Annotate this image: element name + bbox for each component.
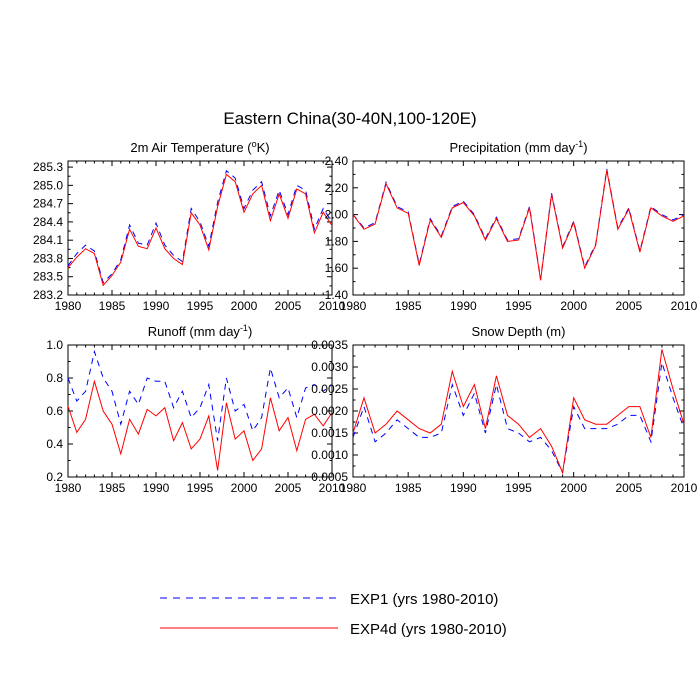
y-tick-label: 0.0020 <box>311 404 348 418</box>
y-tick-label: 283.5 <box>33 270 63 284</box>
x-tick-label: 2005 <box>615 299 642 313</box>
plot-frame <box>352 344 685 478</box>
legend-label-1: EXP1 (yrs 1980-2010) <box>350 591 498 608</box>
x-tick-label: 1980 <box>55 299 82 313</box>
x-tick-label: 1995 <box>187 481 214 495</box>
x-tick-label: 2005 <box>275 299 302 313</box>
y-tick-label: 0.4 <box>46 437 63 451</box>
x-tick-label: 2000 <box>560 299 587 313</box>
x-tick-label: 1990 <box>450 299 477 313</box>
chart-panel-3: Runoff (mm day-1) 1980 1985 1990 1995 2000 200… <box>46 323 345 495</box>
exp1-series-line <box>67 349 333 441</box>
y-tick-label: 0.8 <box>46 371 63 385</box>
x-tick-label: 1980 <box>340 299 367 313</box>
y-tick-label: 285.3 <box>33 160 63 174</box>
x-tick-label: 2005 <box>615 481 642 495</box>
x-tick-label: 1990 <box>450 481 477 495</box>
panel-title: 2m Air Temperature (oK) <box>130 139 269 155</box>
x-tick-label: 1980 <box>340 481 367 495</box>
x-tick-label: 2010 <box>671 481 698 495</box>
y-tick-label: 1.0 <box>46 338 63 352</box>
plot-frame <box>67 344 333 478</box>
panel-title: Snow Depth (m) <box>472 324 566 339</box>
chart-panel-2: Precipitation (mm day-1) 1980 1985 1990 1995… <box>325 139 698 313</box>
x-tick-label: 1995 <box>505 481 532 495</box>
panel-title: Precipitation (mm day-1) <box>449 139 587 155</box>
y-tick-label: 285.0 <box>33 178 63 192</box>
y-tick-label: 1.60 <box>325 261 349 275</box>
y-tick-label: 2.40 <box>325 154 349 168</box>
y-tick-label: 283.2 <box>33 288 63 302</box>
y-tick-label: 284.1 <box>33 233 63 247</box>
y-tick-label: 0.0030 <box>311 360 348 374</box>
x-tick-label: 1985 <box>99 299 126 313</box>
x-tick-label: 2000 <box>231 299 258 313</box>
y-tick-label: 1.40 <box>325 288 349 302</box>
y-tick-label: 283.8 <box>33 251 63 265</box>
legend-label-2: EXP4d (yrs 1980-2010) <box>350 621 507 638</box>
y-tick-label: 0.0010 <box>311 448 348 462</box>
x-tick-label: 1985 <box>395 481 422 495</box>
figure-title: Eastern China(30-40N,100-120E) <box>223 109 476 128</box>
panels: 2m Air Temperature (oK) 1980 1985 1990 1995 2… <box>33 139 698 495</box>
exp4d-series-line <box>67 379 333 471</box>
y-tick-label: 2.20 <box>325 181 349 195</box>
chart-panel-1: 2m Air Temperature (oK) 1980 1985 1990 1995 2… <box>33 139 346 313</box>
x-tick-label: 2010 <box>671 299 698 313</box>
x-tick-label: 2005 <box>275 481 302 495</box>
exp1-series-line <box>352 362 685 475</box>
y-tick-label: 2.00 <box>325 208 349 222</box>
y-tick-label: 0.2 <box>46 470 63 484</box>
chart-panel-4: Snow Depth (m) 1980 1985 1990 1995 2000 2005 20… <box>311 324 697 495</box>
panel-title: Runoff (mm day-1) <box>148 323 253 339</box>
exp4d-series-line <box>352 170 685 281</box>
y-tick-label: 0.0025 <box>311 382 348 396</box>
exp4d-series-line <box>352 349 685 475</box>
x-tick-label: 1990 <box>143 299 170 313</box>
y-tick-label: 284.4 <box>33 215 63 229</box>
x-tick-label: 1990 <box>143 481 170 495</box>
y-tick-label: 1.80 <box>325 234 349 248</box>
y-tick-label: 0.6 <box>46 404 63 418</box>
x-tick-label: 1985 <box>99 481 126 495</box>
x-tick-label: 2000 <box>231 481 258 495</box>
plot-frame <box>67 160 333 296</box>
x-tick-label: 1985 <box>395 299 422 313</box>
x-tick-label: 2010 <box>319 481 346 495</box>
x-tick-label: 2000 <box>560 481 587 495</box>
y-tick-label: 0.0015 <box>311 426 348 440</box>
x-tick-label: 1980 <box>55 481 82 495</box>
y-tick-label: 284.7 <box>33 197 63 211</box>
y-tick-label: 0.0035 <box>311 338 348 352</box>
exp4d-series-line <box>67 173 333 287</box>
x-tick-label: 2010 <box>319 299 346 313</box>
x-tick-label: 1995 <box>187 299 214 313</box>
x-tick-label: 1995 <box>505 299 532 313</box>
legend: EXP1 (yrs 1980-2010) EXP4d (yrs 1980-2010… <box>160 591 507 638</box>
exp1-series-line <box>67 169 333 284</box>
exp1-series-line <box>352 168 685 279</box>
y-tick-label: 0.0005 <box>311 470 348 484</box>
